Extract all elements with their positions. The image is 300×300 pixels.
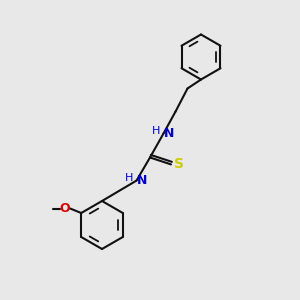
Text: H: H (125, 172, 134, 183)
Text: O: O (59, 202, 70, 215)
Text: S: S (174, 158, 184, 171)
Text: N: N (164, 127, 174, 140)
Text: N: N (137, 174, 147, 187)
Text: H: H (152, 126, 160, 136)
